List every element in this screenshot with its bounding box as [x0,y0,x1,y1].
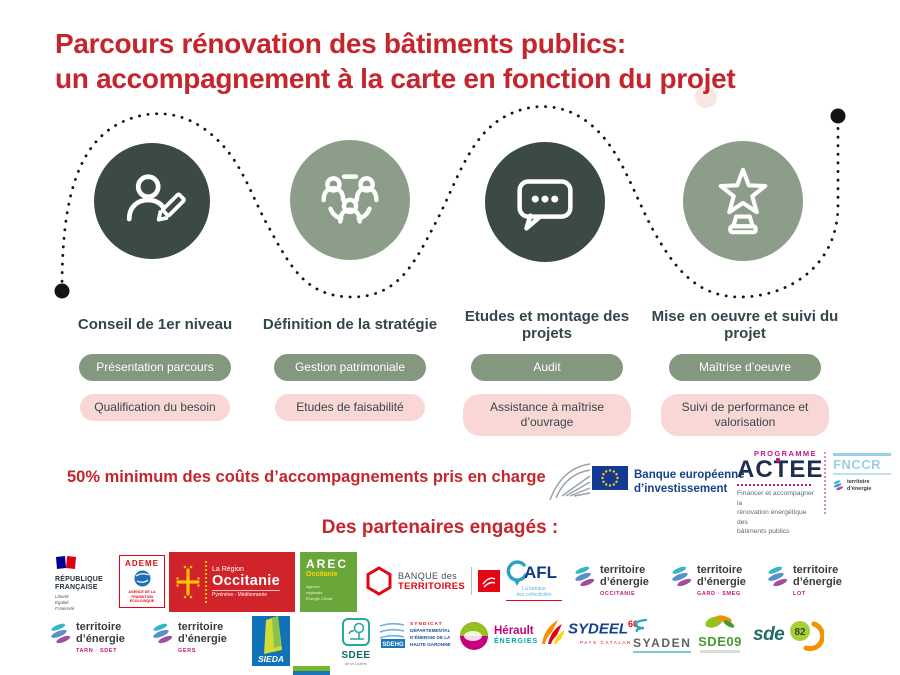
step-heading: Mise en oeuvre et suivi du projet [651,307,839,342]
decorative-blush [695,86,717,108]
territoire-energie-swoosh-icon [574,565,596,589]
page-title-line2: un accompagnement à la carte en fonction… [55,63,736,94]
eib-name-line1: Banque européenne [634,469,745,481]
funding-note: 50% minimum des coûts d’accompagnements … [67,468,546,486]
step-tag-green: Présentation parcours [79,354,231,381]
caisse-des-depots-icon [478,570,500,592]
path-start-dot [54,283,70,299]
star-trophy-icon [718,167,768,235]
logo-sde65: SDE 65 [293,666,330,675]
logo-ademe: ADEME AGENCE DE LA TRANSITION ÉCOLOGIQUE [119,555,165,608]
territoire-energie-swoosh-icon [50,622,72,646]
logo-actee: PROGRAMME ACTEE Financer et accompagner … [737,449,822,537]
step-tag-green: Audit [471,354,623,381]
territoire-energie-swoosh-icon [152,622,174,646]
step-tag-green: Maîtrise d’oeuvre [669,354,821,381]
logo-territoire-energie-occitanie: territoire d’énergie OCCITANIE [574,564,649,597]
actee-fnccr-divider [824,452,826,514]
sde09-leaves-icon [705,615,735,628]
logo-afl: AFL La banque des collectivités [506,560,562,601]
eib-name-line2: d’investissement [634,482,728,495]
logo-republique-francaise: RÉPUBLIQUE FRANÇAISE Liberté Égalité Fra… [55,556,103,612]
territoire-energie-swoosh-icon [767,565,789,589]
hexagon-icon [366,566,392,596]
sdee-tree-icon [342,618,370,646]
logo-sydeel66: SYDEEL66 PAYS CATALAN [538,618,638,646]
logo-sdee: SDEE de la Lozère [334,618,378,666]
logo-sieda: SIEDA [252,616,290,666]
step-column-4: Mise en oeuvre et suivi du projet Maîtri… [647,304,843,436]
page-title: Parcours rénovation des bâtiments public… [55,26,736,96]
logo-territoire-energie-gard: territoire d’énergie GARD · SMEG [671,564,746,597]
fnccr-wordmark: FNCCR [833,453,891,475]
logo-eib: Banque européenne d’investissement [634,469,745,497]
step-circle-1 [94,143,210,259]
step-tag-pink: Suivi de performance et valorisation [661,394,829,436]
sydeel-fan-icon [542,620,565,644]
step-column-2: Définition de la stratégie Gestion patri… [255,304,445,421]
logo-syaden: SYADEN [633,618,692,653]
person-edit-icon [126,174,186,222]
step-column-3: Etudes et montage des projets Audit Assi… [452,304,642,436]
territoire-energie-swoosh-icon [671,565,693,589]
step-heading: Définition de la stratégie [262,316,438,334]
step-circle-3 [485,142,605,262]
logo-territoire-energie-tarn: territoire d’énergie TARN · SDET [50,621,125,654]
step-column-1: Conseil de 1er niveau Présentation parco… [60,304,250,421]
page-title-line1: Parcours rénovation des bâtiments public… [55,28,626,59]
logo-territoire-energie-lot: territoire d’énergie LOT [767,564,842,597]
territoire-energie-swoosh-icon [833,479,844,492]
sdehg-name-text: SDEHG [382,642,404,648]
occitan-cross-icon [176,565,200,599]
fnccr-territoire-energie: territoire d’énergie [833,479,891,492]
actee-programme-label: PROGRAMME [753,449,817,458]
afl-pin-icon [506,560,528,586]
step-tag-green: Gestion patrimoniale [274,354,426,381]
partners-heading: Des partenaires engagés : [321,517,559,538]
step-heading: Etudes et montage des projets [464,307,630,342]
french-flag-icon [56,556,76,569]
actee-wordmark: ACTEE [737,458,822,482]
step-tag-pink: Qualification du besoin [80,394,230,421]
step-tag-pink: Etudes de faisabilité [275,394,425,421]
eu-flag-icon [592,466,628,490]
path-end-dot [830,108,846,124]
actee-name-text: ACTEE [737,456,824,483]
logo-banque-des-territoires: BANQUE des TERRITOIRES [366,566,500,596]
sde09-tiny-text-bar [700,650,740,653]
eib-building-sketch [549,463,591,501]
actee-tagline: Financer et accompagner la rénovation én… [737,490,815,536]
step-circle-2 [290,140,410,260]
ademe-globe-icon [134,570,150,587]
sde82-circles-icon: 82 [790,621,825,652]
sieda-wedge-icon [264,616,282,654]
step-tag-pink: Assistance à maîtrise d’ouvrage [463,394,631,436]
actee-dotted-rule [737,484,811,486]
logo-fnccr: FNCCR territoire d’énergie [833,453,891,492]
sdehg-mark-icon: SDEHG [379,622,405,648]
people-network-icon [321,174,379,224]
logo-region-occitanie: La Région Occitanie Pyrénées - Méditerra… [169,552,295,612]
herault-globe-icon [460,622,488,650]
logo-sdehg: SDEHG SYNDICAT DÉPARTEMENTAL D’ÉNERGIE D… [378,620,451,650]
sde82-num-text: 82 [795,627,807,638]
step-circle-4 [683,141,803,261]
syaden-s-icon [634,618,648,633]
actee-dot [776,458,780,462]
step-heading: Conseil de 1er niveau [77,316,233,334]
chat-bubble-icon [517,179,573,231]
logo-herault-energies: Hérault ÉNERGIES [458,620,538,652]
logo-sde82: sde 82 [753,618,825,652]
logo-sde09: SDE09 [695,613,745,653]
logo-arec-occitanie: AREC Occitanie Agence régionale Énergie … [300,552,357,612]
logo-territoire-energie-gers: territoire d’énergie GERS [152,621,227,654]
